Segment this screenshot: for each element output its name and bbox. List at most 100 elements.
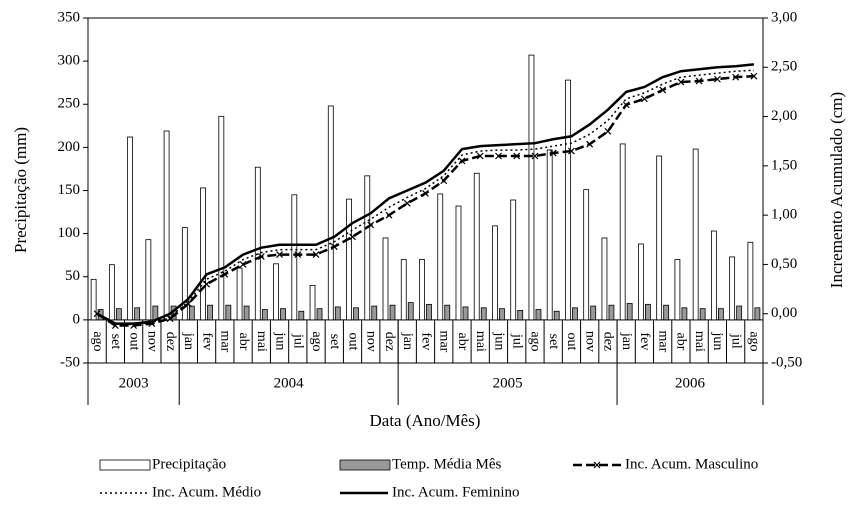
- y2-tick-label: 2,50: [771, 59, 797, 75]
- x-marker: [276, 251, 283, 258]
- x-marker: [349, 233, 356, 241]
- x-tick-label: jul: [509, 333, 524, 349]
- bar: [225, 304, 232, 321]
- x-tick-label: fev: [418, 332, 433, 350]
- x-tick-label: dez: [382, 332, 397, 351]
- y2-tick-label: 2,00: [771, 108, 797, 124]
- line-series: [96, 69, 754, 326]
- x-marker: [422, 190, 429, 197]
- bar: [674, 259, 681, 321]
- group-label: 2006: [675, 375, 706, 391]
- x-marker: [403, 199, 411, 207]
- x-tick-label: ago: [528, 331, 543, 351]
- legend-label: Precipitação: [152, 456, 226, 472]
- bar: [656, 155, 663, 321]
- x-tick-label: mai: [473, 331, 488, 352]
- bar: [437, 193, 444, 321]
- bar: [608, 304, 615, 321]
- bar: [127, 136, 134, 321]
- bar: [638, 243, 644, 321]
- bar: [462, 306, 469, 321]
- x-tick-label: mai: [692, 331, 707, 352]
- bar: [291, 194, 298, 321]
- y2-tick-label: 3,00: [771, 9, 797, 25]
- x-tick-label: nov: [145, 331, 160, 352]
- group-label: 2005: [493, 375, 523, 391]
- y2-axis-title: Incremento Acumulado (cm): [827, 92, 846, 288]
- x-marker: [549, 149, 557, 157]
- x-marker: [312, 251, 320, 258]
- legend-marker: [593, 461, 601, 469]
- bar: [426, 303, 432, 321]
- x-marker: [367, 221, 375, 229]
- legend-swatch: [99, 459, 151, 471]
- x-tick-label: mai: [254, 331, 269, 352]
- bar: [729, 256, 736, 321]
- x-marker: [659, 86, 667, 94]
- x-marker: [677, 78, 685, 86]
- x-tick-label: ago: [747, 331, 762, 351]
- bar: [754, 307, 761, 321]
- x-tick-label: dez: [601, 332, 616, 351]
- x-tick-label: out: [126, 332, 141, 350]
- bar: [108, 264, 115, 321]
- group-label: 2003: [119, 375, 149, 391]
- bar: [327, 105, 334, 321]
- x-marker: [568, 147, 575, 155]
- bar: [353, 307, 359, 321]
- bar: [134, 307, 141, 321]
- y-tick-label: 150: [58, 182, 81, 198]
- bar: [444, 304, 451, 321]
- bar: [298, 310, 305, 321]
- x-tick-label: jan: [619, 332, 634, 350]
- x-tick-label: jan: [181, 332, 196, 350]
- x-marker: [622, 101, 630, 109]
- x-marker: [586, 140, 594, 148]
- y2-tick-label: -0,50: [771, 354, 802, 370]
- x-marker: [604, 127, 612, 135]
- x-marker: [330, 243, 338, 251]
- y-tick-label: -50: [60, 354, 80, 370]
- bar: [371, 305, 378, 321]
- x-tick-label: jun: [272, 331, 287, 350]
- bar: [200, 187, 206, 321]
- bar: [736, 305, 743, 321]
- x-tick-label: out: [345, 332, 360, 350]
- bar: [407, 302, 414, 321]
- bar: [546, 149, 553, 321]
- x-marker: [239, 261, 247, 268]
- x-marker: [713, 75, 721, 83]
- x-tick-label: abr: [236, 332, 251, 350]
- bar: [207, 304, 213, 321]
- bar: [517, 309, 524, 321]
- x-marker: [458, 157, 466, 165]
- x-tick-label: nov: [364, 331, 379, 352]
- bar: [663, 304, 670, 321]
- bar: [619, 143, 626, 321]
- x-tick-label: abr: [455, 332, 470, 350]
- bar: [710, 230, 717, 321]
- y-tick-label: 250: [58, 96, 81, 112]
- x-marker: [495, 152, 502, 160]
- x-tick-label: set: [108, 334, 123, 350]
- bar: [273, 263, 279, 321]
- bar: [181, 227, 188, 321]
- bar: [261, 309, 268, 321]
- bar: [535, 309, 542, 321]
- bar: [590, 305, 597, 321]
- x-marker: [257, 253, 265, 260]
- y-tick-label: 200: [58, 139, 81, 155]
- x-marker: [221, 270, 229, 278]
- legend-label: Inc. Acum. Médio: [152, 484, 261, 500]
- x-tick-label: fev: [199, 332, 214, 350]
- x-tick-label: abr: [674, 332, 689, 350]
- legend-label: Inc. Acum. Feminino: [392, 484, 520, 500]
- x-tick-label: out: [564, 332, 579, 350]
- x-tick-label: fev: [637, 332, 652, 350]
- y2-tick-label: 0,00: [771, 305, 797, 321]
- bar: [364, 175, 371, 321]
- x-marker: [750, 72, 758, 80]
- x-marker: [385, 211, 393, 219]
- bar: [583, 189, 590, 321]
